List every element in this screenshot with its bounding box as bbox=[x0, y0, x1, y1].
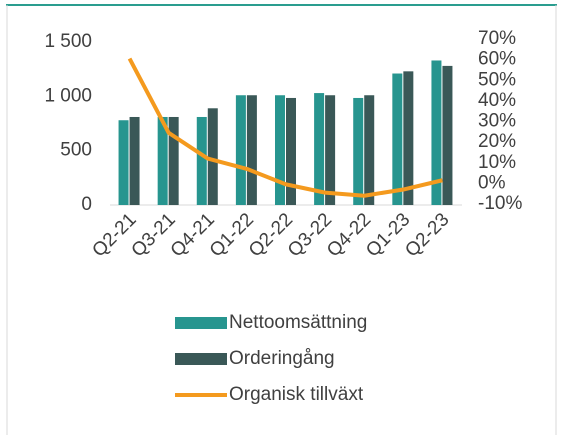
y2-tick-label: 60% bbox=[478, 49, 516, 70]
bar bbox=[392, 73, 403, 205]
y-tick-label: 1 500 bbox=[44, 31, 92, 52]
bar bbox=[442, 65, 453, 205]
bar bbox=[353, 97, 364, 205]
bar bbox=[314, 93, 325, 205]
y-tick-label: 500 bbox=[60, 140, 92, 161]
x-tick-label: Q4-22 bbox=[323, 209, 375, 261]
bar bbox=[286, 97, 296, 205]
bar bbox=[157, 116, 168, 205]
x-tick-label: Q3-21 bbox=[128, 209, 180, 261]
legend-label: Organisk tillväxt bbox=[229, 384, 364, 405]
line bbox=[127, 57, 443, 198]
x-tick-label: Q1-22 bbox=[206, 209, 258, 261]
bar bbox=[235, 95, 246, 205]
legend-label: Nettoomsättning bbox=[229, 312, 367, 333]
y-tick-label: 1 000 bbox=[44, 85, 92, 106]
x-tick-label: Q2-22 bbox=[245, 209, 297, 261]
bar bbox=[118, 120, 129, 205]
bar bbox=[246, 95, 257, 205]
y2-tick-label: 50% bbox=[478, 69, 516, 90]
y2-tick-label: 0% bbox=[478, 172, 506, 193]
y2-tick-label: 40% bbox=[478, 90, 516, 111]
legend-label: Orderingång bbox=[229, 348, 335, 369]
bar bbox=[325, 95, 336, 205]
bar bbox=[403, 71, 414, 205]
bar bbox=[196, 116, 207, 205]
bar bbox=[364, 95, 375, 205]
y2-tick-label: -10% bbox=[478, 193, 522, 214]
legend-swatch bbox=[175, 353, 227, 365]
x-tick-label: Q4-21 bbox=[167, 209, 219, 261]
bar bbox=[129, 116, 140, 205]
y2-tick-label: 20% bbox=[478, 131, 516, 152]
x-tick-label: Q3-22 bbox=[284, 209, 336, 261]
x-tick-label: Q2-21 bbox=[88, 209, 140, 261]
bar bbox=[207, 108, 218, 205]
x-tick-label: Q2-23 bbox=[401, 209, 453, 261]
bar bbox=[168, 116, 179, 205]
y-tick-label: 0 bbox=[81, 194, 92, 215]
bar bbox=[275, 95, 285, 205]
x-tick-label: Q1-23 bbox=[362, 209, 414, 261]
y2-tick-label: 10% bbox=[478, 152, 516, 173]
y2-tick-label: 70% bbox=[478, 28, 516, 49]
legend-swatch bbox=[175, 317, 227, 329]
bar bbox=[431, 60, 442, 206]
y2-tick-label: 30% bbox=[478, 111, 516, 132]
